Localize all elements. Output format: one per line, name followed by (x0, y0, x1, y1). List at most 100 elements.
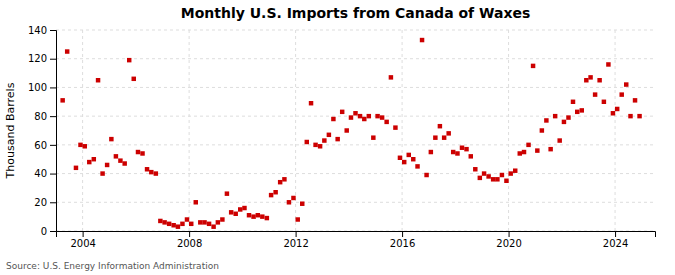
point (327, 133, 331, 137)
tick-mark (296, 231, 297, 237)
point (628, 114, 632, 118)
point (114, 154, 118, 158)
y-axis: 0 20 40 60 80 100 120 140 (28, 25, 57, 237)
point (353, 111, 357, 115)
grid-line (615, 30, 616, 231)
grid-line (56, 144, 655, 145)
point (349, 115, 353, 119)
tick-mark (50, 30, 56, 31)
point (571, 100, 575, 104)
point (322, 138, 326, 142)
point (278, 180, 282, 184)
point (287, 200, 291, 204)
y-axis-label: Thousand Barrels (4, 82, 17, 179)
tick-label: 2024 (603, 238, 628, 249)
point (105, 163, 109, 167)
point (216, 220, 220, 224)
tick: 2008 (177, 231, 202, 249)
point (100, 171, 104, 175)
point (473, 167, 477, 171)
point (83, 144, 87, 148)
point (305, 140, 309, 144)
source-note: Source: U.S. Energy Information Administ… (6, 261, 219, 271)
title: Monthly U.S. Imports from Canada of Waxe… (181, 5, 531, 21)
point (340, 110, 344, 114)
point (486, 174, 490, 178)
point (393, 125, 397, 129)
point (220, 217, 224, 221)
point (300, 201, 304, 205)
tick-label: 120 (28, 53, 47, 64)
tick-mark (50, 116, 56, 117)
point (149, 170, 153, 174)
point (154, 171, 158, 175)
tick-label: 40 (34, 168, 47, 179)
point (429, 150, 433, 154)
point (145, 167, 149, 171)
tick: 2016 (390, 231, 415, 249)
tick-mark (50, 174, 56, 175)
tick-label: 2008 (177, 238, 202, 249)
point (491, 177, 495, 181)
point (482, 171, 486, 175)
point (602, 100, 606, 104)
tick-mark (50, 59, 56, 60)
point (132, 77, 136, 81)
point (442, 135, 446, 139)
point (127, 58, 131, 62)
point (225, 191, 229, 195)
point (251, 214, 255, 218)
tick: 100 (28, 82, 56, 93)
tick: 0 (41, 226, 56, 237)
point (478, 176, 482, 180)
tick: 20 (34, 197, 56, 208)
point (96, 78, 100, 82)
point (508, 171, 512, 175)
tick-mark (83, 231, 84, 237)
grid-line (402, 30, 403, 231)
point (420, 38, 424, 42)
point (331, 117, 335, 121)
point (318, 144, 322, 148)
point (522, 150, 526, 154)
point (167, 222, 171, 226)
point (597, 78, 601, 82)
tick-label: 60 (34, 140, 47, 151)
grid-line (82, 30, 83, 231)
point (615, 107, 619, 111)
tick-mark (615, 231, 616, 237)
tick: 80 (34, 111, 56, 122)
point (398, 156, 402, 160)
tick-label: 2012 (283, 238, 308, 249)
tick: 120 (28, 53, 56, 64)
point (140, 151, 144, 155)
point (402, 160, 406, 164)
point (375, 114, 379, 118)
point (580, 108, 584, 112)
point (531, 64, 535, 68)
tick-label: 80 (34, 111, 47, 122)
point (464, 147, 468, 151)
point (460, 145, 464, 149)
point (211, 224, 215, 228)
point (513, 168, 517, 172)
point (229, 210, 233, 214)
tick-mark (189, 231, 190, 237)
point (282, 177, 286, 181)
tick-mark (50, 231, 56, 232)
point (544, 118, 548, 122)
x-axis: 200420082012201620202024 (57, 231, 656, 249)
tick-mark (50, 87, 56, 88)
point (291, 196, 295, 200)
point (611, 111, 615, 115)
point (158, 219, 162, 223)
point (415, 164, 419, 168)
tick: 2012 (283, 231, 308, 249)
point (265, 216, 269, 220)
tick-mark (402, 231, 403, 237)
point (562, 120, 566, 124)
point (540, 128, 544, 132)
point (136, 150, 140, 154)
tick-label: 140 (28, 25, 47, 36)
tick: 140 (28, 25, 56, 36)
